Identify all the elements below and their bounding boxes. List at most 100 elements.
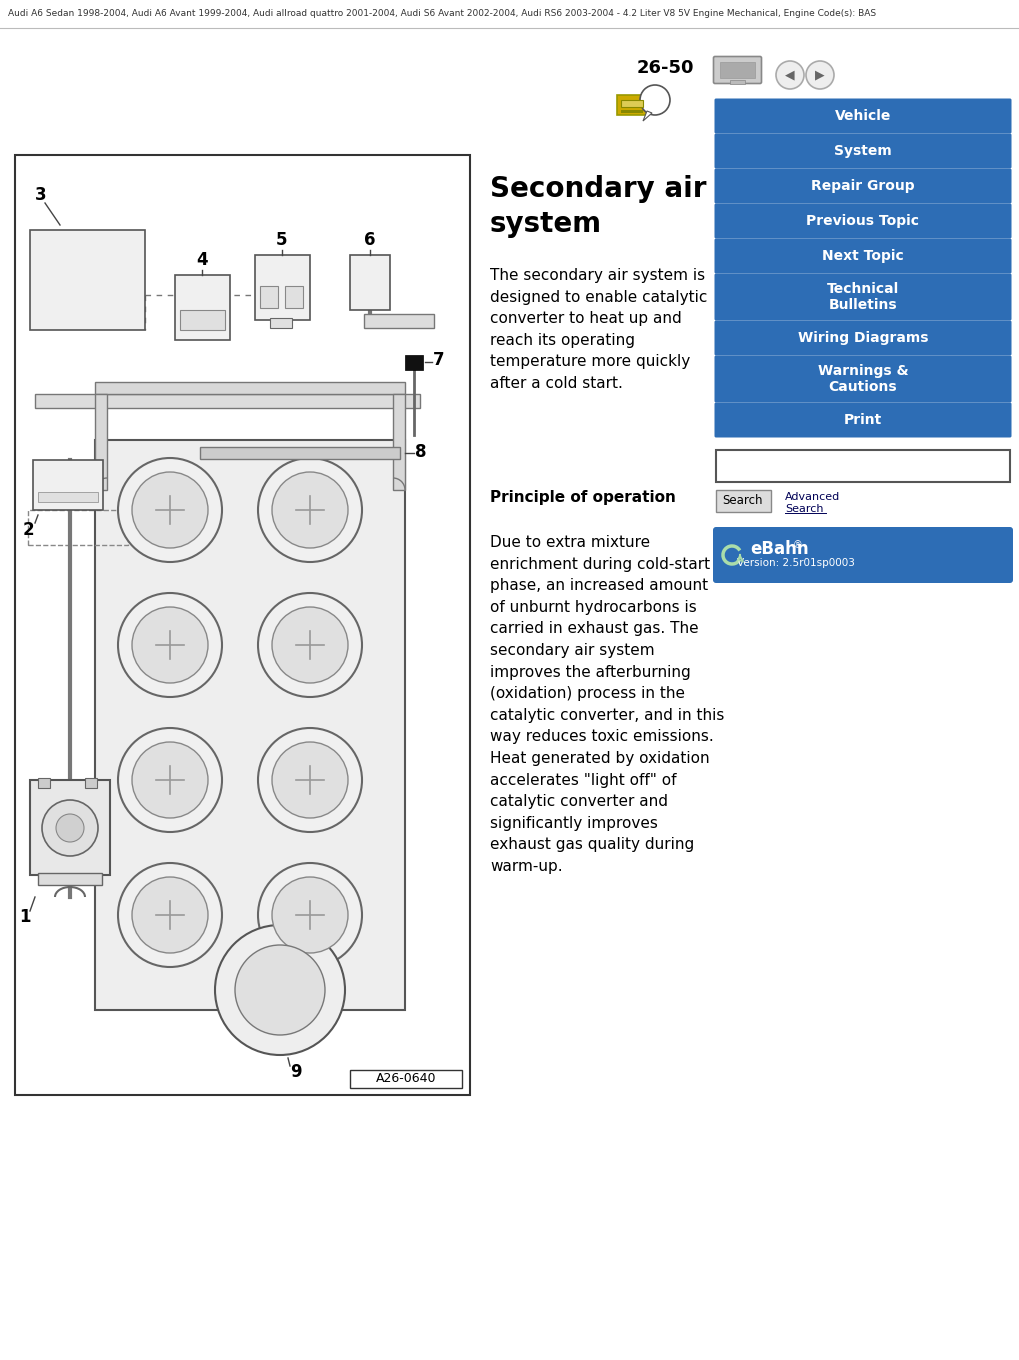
Bar — [38, 873, 102, 885]
Text: System: System — [834, 144, 891, 158]
FancyBboxPatch shape — [713, 133, 1011, 169]
Circle shape — [775, 61, 803, 88]
Text: 6: 6 — [364, 231, 375, 249]
Bar — [95, 394, 107, 490]
FancyBboxPatch shape — [713, 403, 1011, 438]
Bar — [38, 778, 50, 787]
FancyBboxPatch shape — [713, 57, 761, 83]
Bar — [350, 1070, 462, 1088]
Text: 2: 2 — [22, 521, 34, 539]
Bar — [621, 101, 642, 107]
Text: 7: 7 — [433, 351, 444, 369]
Text: 26-50: 26-50 — [636, 58, 693, 78]
Text: Search: Search — [785, 505, 822, 514]
FancyBboxPatch shape — [715, 490, 770, 511]
Bar — [175, 275, 229, 340]
Circle shape — [118, 593, 222, 696]
Bar — [715, 450, 1009, 481]
Circle shape — [131, 607, 208, 683]
Bar — [200, 447, 399, 460]
FancyBboxPatch shape — [713, 169, 1011, 204]
Text: ◀: ◀ — [785, 68, 794, 82]
Text: Wiring Diagrams: Wiring Diagrams — [797, 330, 927, 345]
Text: Version: 2.5r01sp0003: Version: 2.5r01sp0003 — [737, 558, 854, 568]
FancyBboxPatch shape — [713, 98, 1011, 133]
Text: 1: 1 — [19, 908, 31, 926]
Circle shape — [215, 925, 344, 1055]
Bar — [284, 286, 303, 307]
Text: Due to extra mixture
enrichment during cold-start
phase, an increased amount
of : Due to extra mixture enrichment during c… — [489, 534, 723, 874]
Circle shape — [258, 593, 362, 696]
Bar — [255, 256, 310, 320]
Bar — [730, 80, 744, 84]
Circle shape — [131, 743, 208, 817]
Text: Principle of operation: Principle of operation — [489, 490, 676, 505]
Bar — [95, 382, 405, 394]
Bar — [405, 355, 423, 370]
Bar — [392, 394, 405, 490]
Text: 8: 8 — [415, 443, 426, 461]
Circle shape — [131, 877, 208, 953]
Text: Audi A6 Sedan 1998-2004, Audi A6 Avant 1999-2004, Audi allroad quattro 2001-2004: Audi A6 Sedan 1998-2004, Audi A6 Avant 1… — [8, 10, 875, 19]
Bar — [179, 310, 225, 330]
FancyBboxPatch shape — [713, 321, 1011, 355]
Circle shape — [234, 945, 325, 1035]
FancyBboxPatch shape — [616, 95, 646, 116]
Bar — [35, 394, 420, 408]
Circle shape — [118, 458, 222, 562]
Text: Repair Group: Repair Group — [810, 180, 914, 193]
Circle shape — [118, 864, 222, 967]
Text: Secondary air: Secondary air — [489, 175, 706, 203]
Bar — [28, 510, 127, 545]
FancyBboxPatch shape — [713, 238, 1011, 273]
Bar — [350, 256, 389, 310]
Bar — [364, 314, 433, 328]
Text: Search: Search — [722, 495, 762, 507]
Bar — [30, 230, 145, 330]
Text: Vehicle: Vehicle — [834, 109, 891, 122]
Text: Next Topic: Next Topic — [821, 249, 903, 262]
Text: 9: 9 — [289, 1064, 302, 1081]
Text: eBahn: eBahn — [749, 540, 808, 558]
Text: The secondary air system is
designed to enable catalytic
converter to heat up an: The secondary air system is designed to … — [489, 268, 707, 392]
Bar — [260, 286, 278, 307]
FancyBboxPatch shape — [712, 526, 1012, 583]
Circle shape — [258, 728, 362, 832]
Bar — [95, 441, 405, 1010]
Circle shape — [258, 864, 362, 967]
Circle shape — [805, 61, 834, 88]
Bar — [30, 781, 110, 874]
Text: Technical
Bulletins: Technical Bulletins — [826, 282, 898, 311]
Circle shape — [42, 800, 98, 855]
Text: Warnings &
Cautions: Warnings & Cautions — [817, 364, 908, 394]
Text: ▶: ▶ — [814, 68, 824, 82]
Text: system: system — [489, 209, 601, 238]
Circle shape — [272, 607, 347, 683]
Bar — [85, 778, 97, 787]
Bar — [621, 110, 642, 113]
Circle shape — [258, 458, 362, 562]
FancyBboxPatch shape — [713, 204, 1011, 238]
Text: 4: 4 — [196, 252, 208, 269]
Text: Advanced: Advanced — [785, 492, 840, 502]
Circle shape — [272, 743, 347, 817]
Text: Print: Print — [843, 413, 881, 427]
Circle shape — [272, 472, 347, 548]
Text: ®: ® — [792, 540, 802, 549]
Circle shape — [639, 84, 669, 116]
Polygon shape — [642, 112, 651, 121]
FancyBboxPatch shape — [713, 355, 1011, 403]
Bar — [38, 492, 98, 502]
Circle shape — [118, 728, 222, 832]
Bar — [33, 460, 103, 510]
Text: A26-0640: A26-0640 — [375, 1073, 436, 1085]
Text: 5: 5 — [276, 231, 287, 249]
Bar — [270, 318, 291, 328]
FancyBboxPatch shape — [713, 273, 1011, 321]
Bar — [719, 63, 754, 78]
Text: 3: 3 — [35, 186, 47, 204]
Circle shape — [272, 877, 347, 953]
Bar — [15, 155, 470, 1095]
Circle shape — [131, 472, 208, 548]
Circle shape — [56, 815, 84, 842]
